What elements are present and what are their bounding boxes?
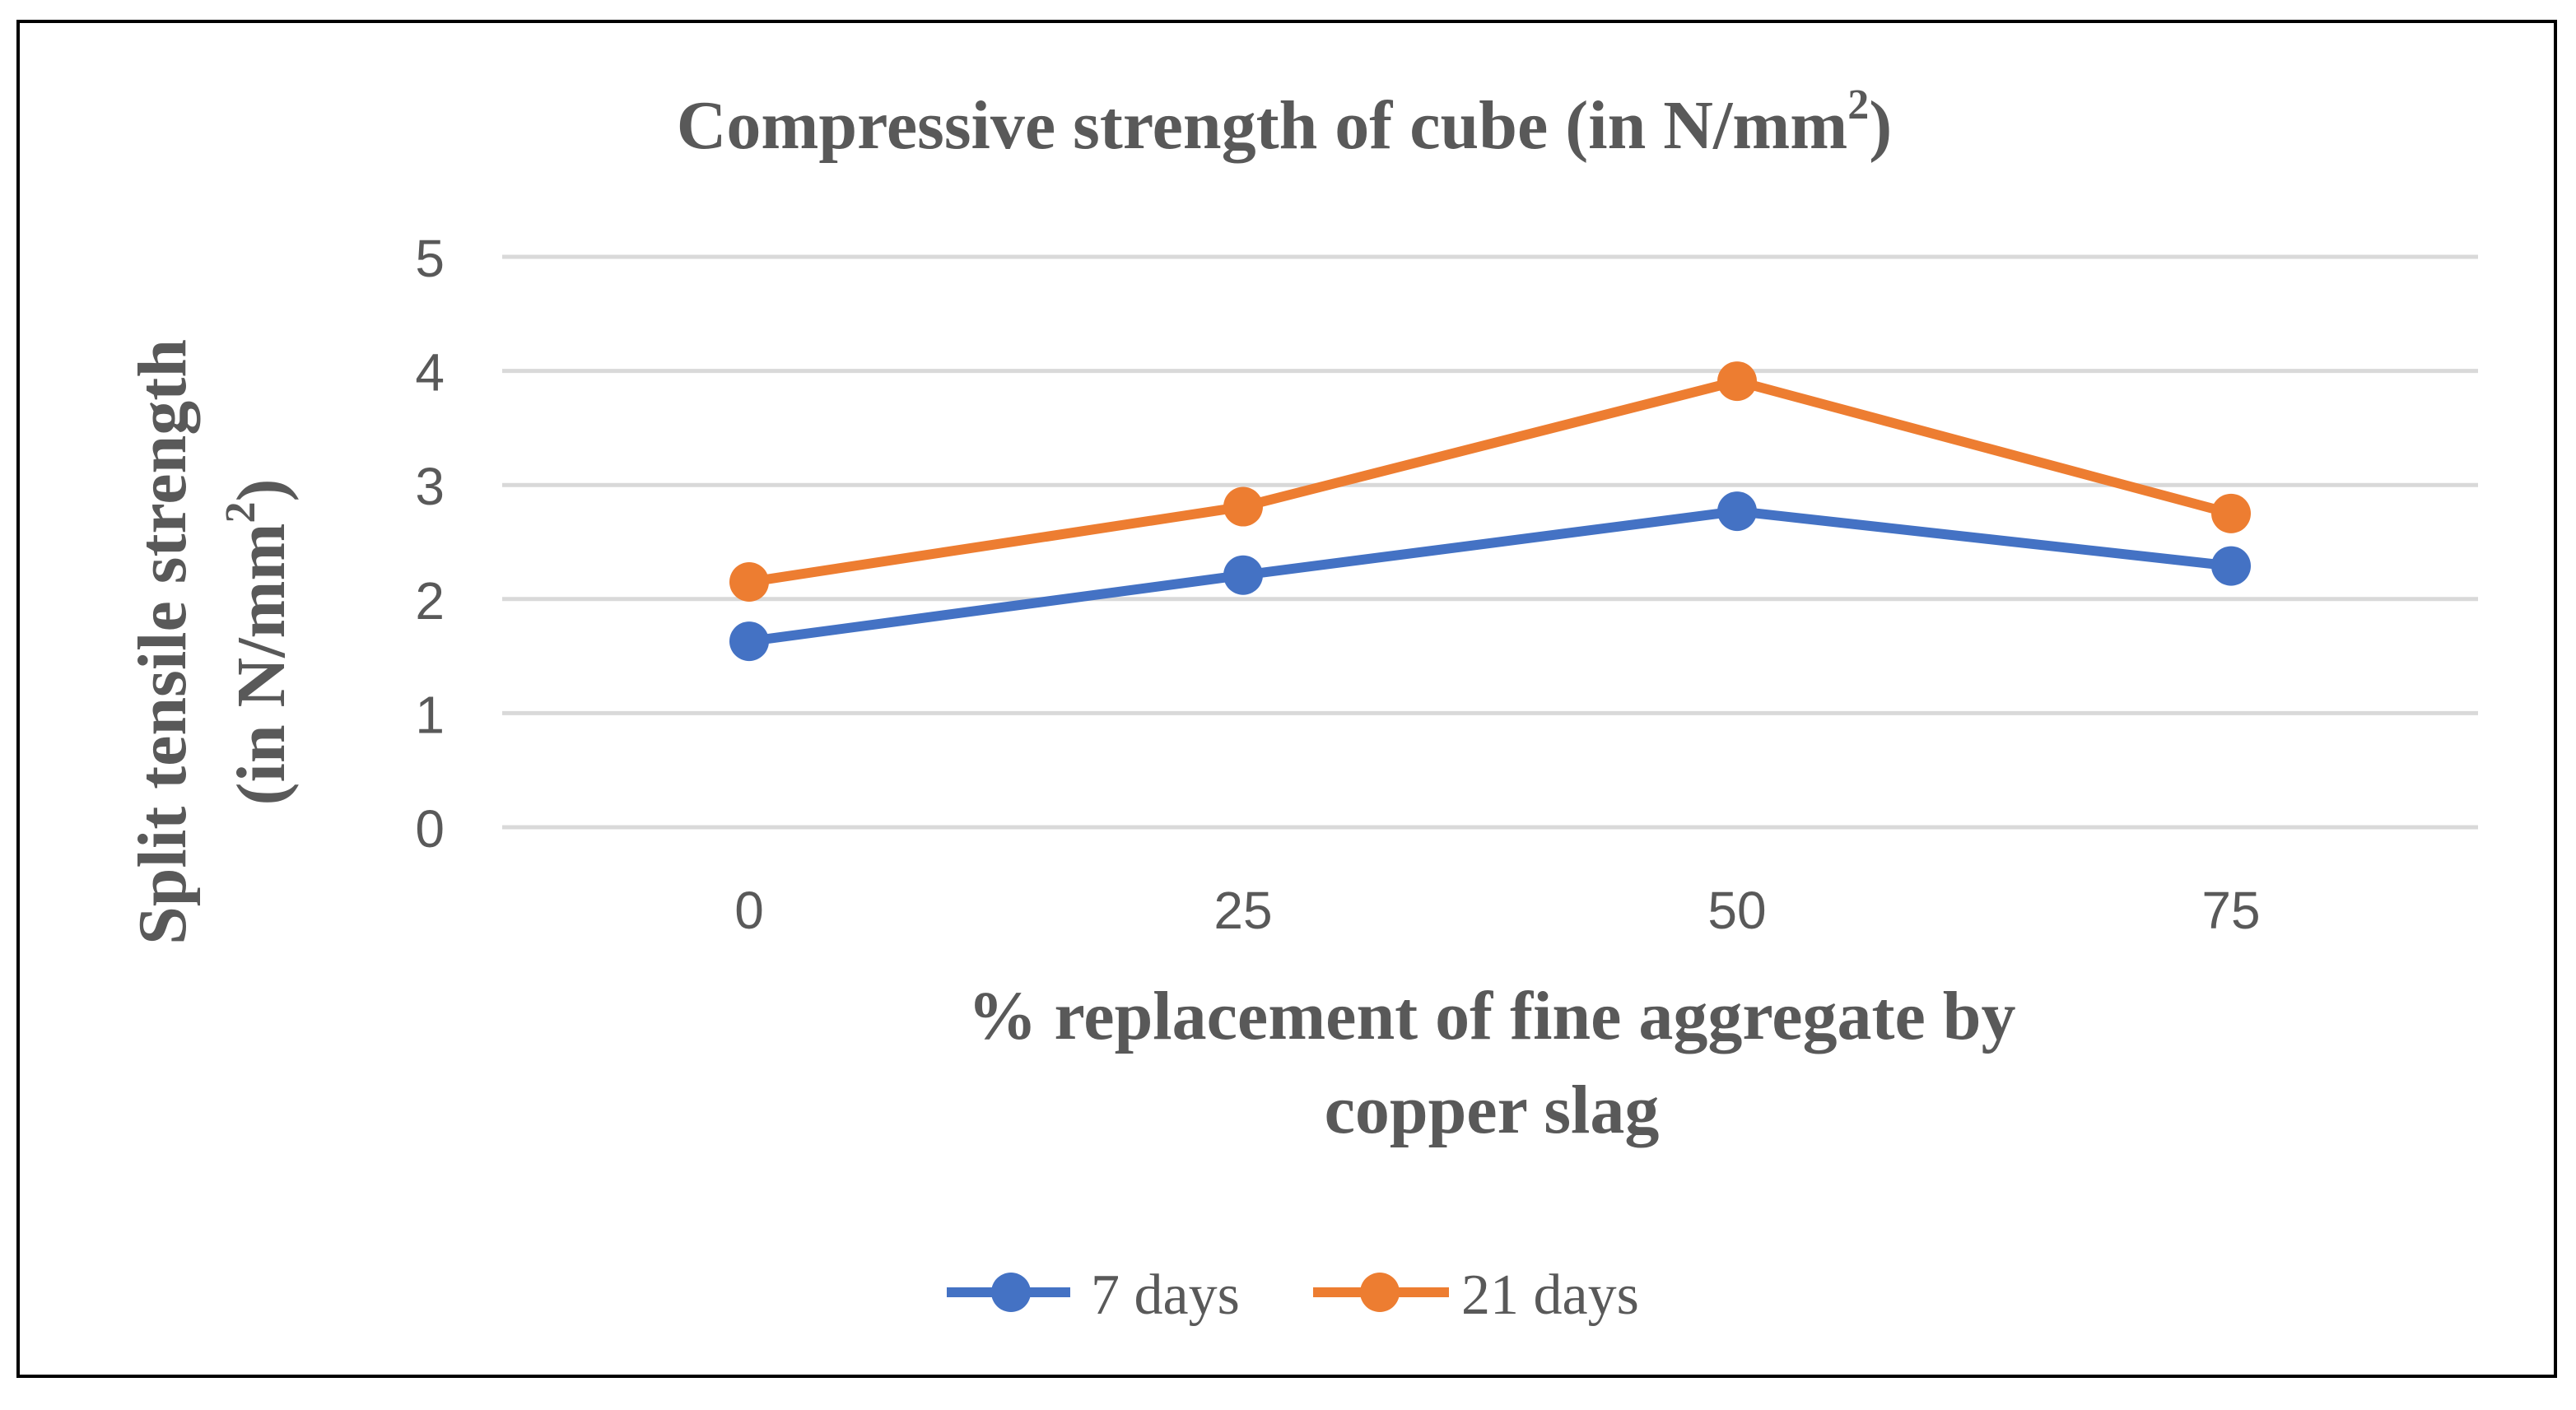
y-tick-label: 3 [415,457,445,516]
y-tick-label: 4 [415,343,445,403]
data-point-21-days-0 [729,562,769,603]
data-point-7-days-75 [2211,546,2251,586]
y-axis-label-suffix: ) [223,479,300,502]
data-point-21-days-25 [1223,486,1263,527]
legend-label-21-days: 21 days [1461,1263,1639,1327]
legend: 7 days 21 days [947,1263,1639,1327]
y-axis-label-main: (in N/mm [223,524,300,806]
series-7-days [729,491,2251,662]
x-tick-label: 75 [2201,881,2260,940]
chart-title: Compressive strength of cube (in N/mm2) [677,81,1892,164]
legend-marker-7-days [991,1273,1031,1312]
y-tick-label: 2 [415,571,445,631]
data-point-7-days-25 [1223,555,1263,595]
y-axis-label-superscript: 2 [217,502,264,524]
chart-frame [16,20,2557,1378]
chart-title-superscript: 2 [1847,81,1869,128]
data-point-7-days-50 [1717,491,1757,532]
series [729,361,2251,662]
legend-marker-21-days [1360,1273,1400,1312]
y-axis-label-line1: Split tensile strength [124,339,201,945]
y-tick-labels: 0 1 2 3 4 5 [415,229,445,859]
series-21-days [729,361,2251,603]
y-tick-label: 5 [415,229,445,288]
x-tick-label: 0 [734,881,764,940]
y-tick-label: 0 [415,799,445,859]
data-point-21-days-50 [1717,361,1757,402]
chart-title-main: Compressive strength of cube (in N/mm [677,87,1847,164]
series-line-7-days [744,506,2236,647]
series-line-21-days [744,376,2236,588]
x-tick-labels: 0 25 50 75 [734,881,2260,940]
y-axis-label-line2: (in N/mm2) [217,479,300,806]
y-tick-label: 1 [415,685,445,744]
chart-title-suffix: ) [1869,87,1892,164]
data-point-21-days-75 [2211,493,2251,533]
legend-label-7-days: 7 days [1091,1263,1240,1327]
gridlines [502,254,2478,830]
x-tick-label: 50 [1707,881,1766,940]
x-tick-label: 25 [1213,881,1272,940]
x-axis-label-line2: copper slag [1325,1072,1660,1148]
data-point-7-days-0 [729,621,769,662]
x-axis-label-line1: % replacement of fine aggregate by [968,978,2016,1054]
